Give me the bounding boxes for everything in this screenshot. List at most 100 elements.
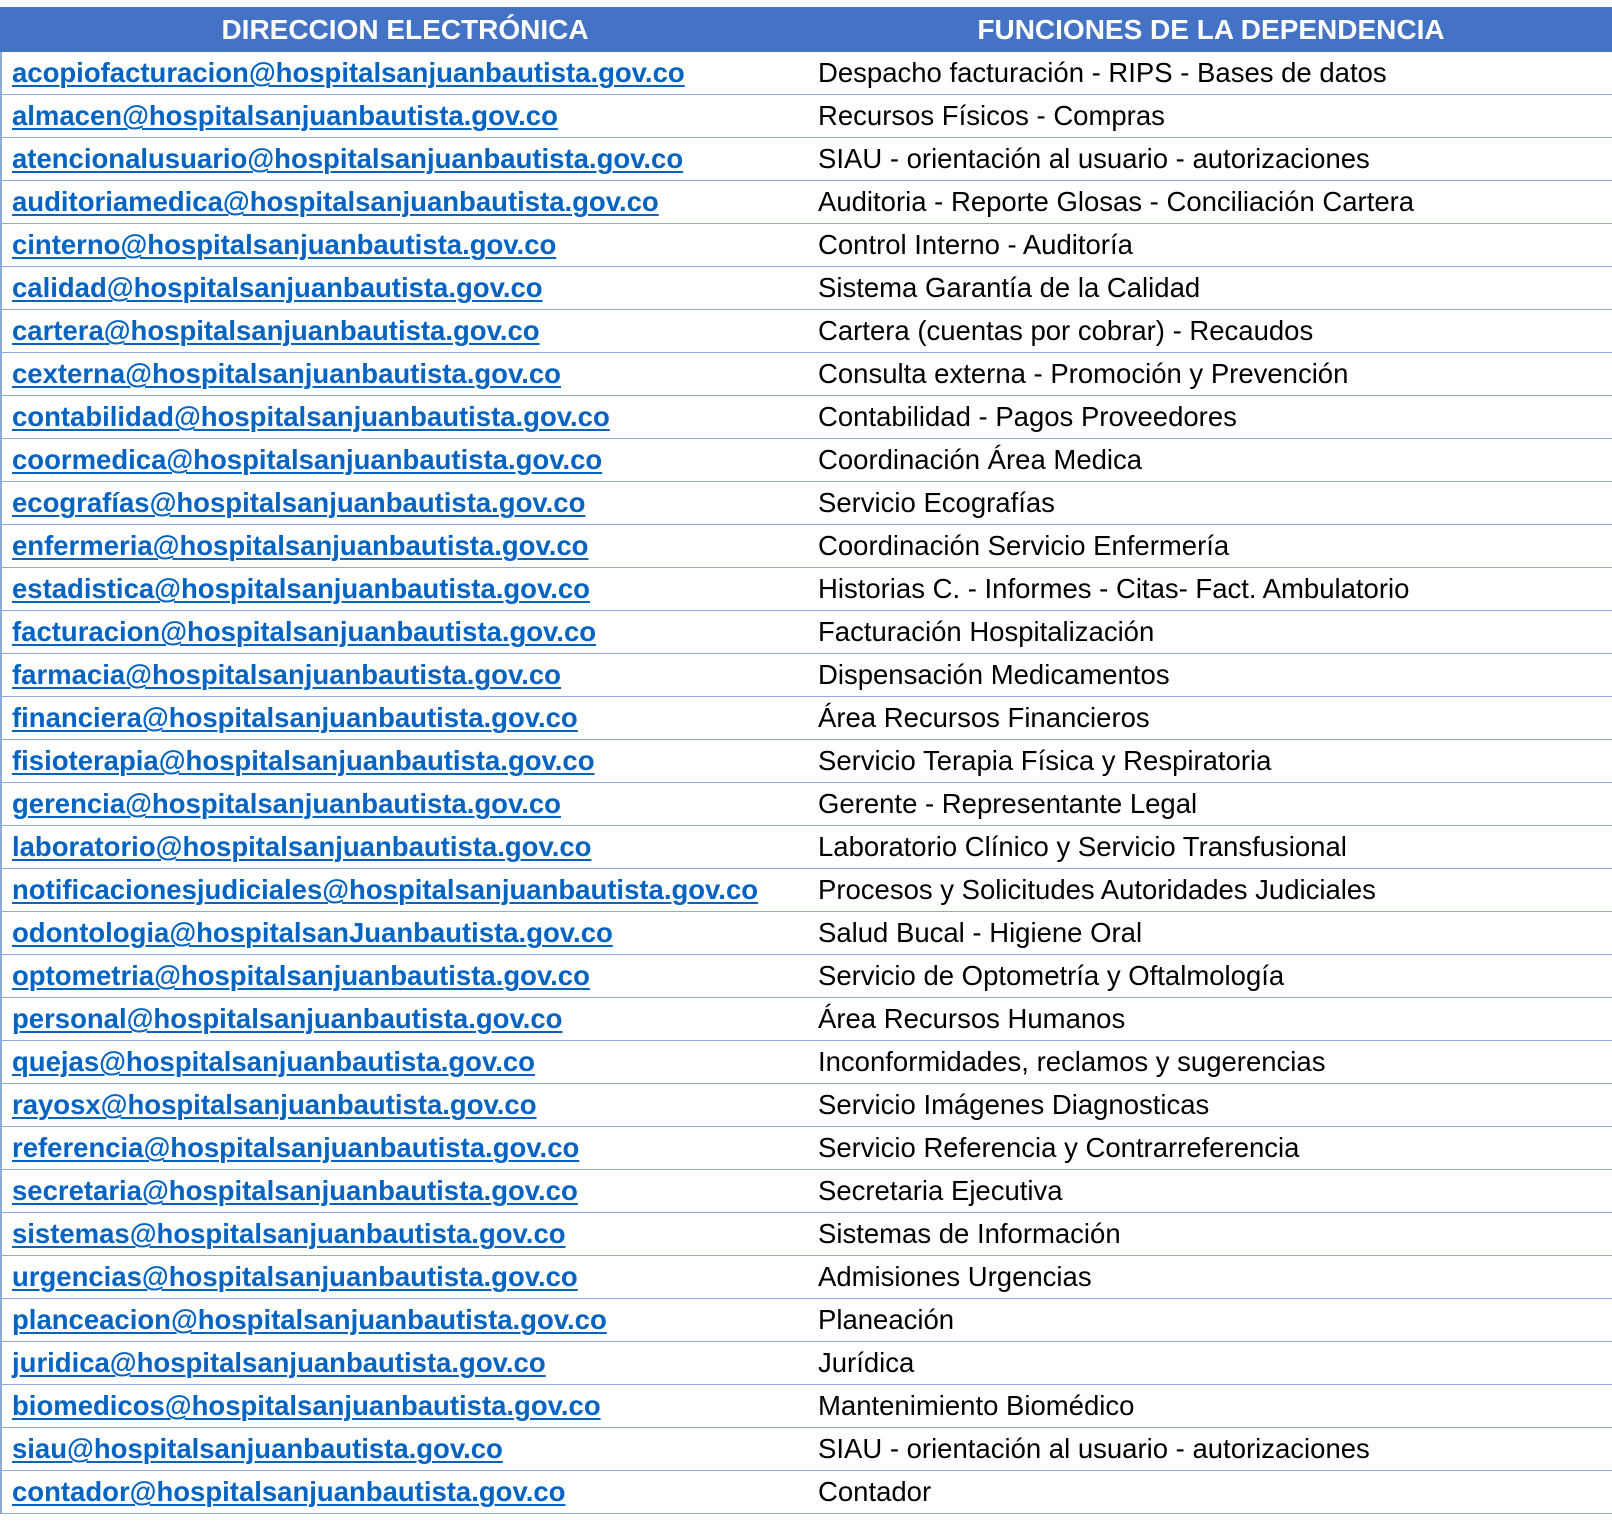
function-cell: Laboratorio Clínico y Servicio Transfusi… [809,825,1612,869]
email-link[interactable]: gerencia@hospitalsanjuanbautista.gov.co [12,788,561,819]
email-cell: notificacionesjudiciales@hospitalsanjuan… [0,868,809,912]
table-row: secretaria@hospitalsanjuanbautista.gov.c… [0,1169,1612,1213]
email-link[interactable]: ecografías@hospitalsanjuanbautista.gov.c… [12,487,586,518]
function-cell: Facturación Hospitalización [809,610,1612,654]
email-link[interactable]: odontologia@hospitalsanJuanbautista.gov.… [12,917,613,948]
function-cell: SIAU - orientación al usuario - autoriza… [809,1427,1612,1471]
email-link[interactable]: contador@hospitalsanjuanbautista.gov.co [12,1476,566,1507]
function-cell: Salud Bucal - Higiene Oral [809,911,1612,955]
email-link[interactable]: almacen@hospitalsanjuanbautista.gov.co [12,100,558,131]
function-cell: Despacho facturación - RIPS - Bases de d… [809,52,1612,95]
table-row: enfermeria@hospitalsanjuanbautista.gov.c… [0,524,1612,568]
function-cell: Consulta externa - Promoción y Prevenció… [809,352,1612,396]
function-cell: Área Recursos Humanos [809,997,1612,1041]
email-link[interactable]: urgencias@hospitalsanjuanbautista.gov.co [12,1261,578,1292]
email-link[interactable]: financiera@hospitalsanjuanbautista.gov.c… [12,702,578,733]
table-row: sistemas@hospitalsanjuanbautista.gov.co S… [0,1212,1612,1256]
email-link[interactable]: contabilidad@hospitalsanjuanbautista.gov… [12,401,610,432]
email-cell: biomedicos@hospitalsanjuanbautista.gov.c… [0,1384,809,1428]
email-cell: laboratorio@hospitalsanjuanbautista.gov.… [0,825,809,869]
function-cell: Contabilidad - Pagos Proveedores [809,395,1612,439]
table-row: calidad@hospitalsanjuanbautista.gov.co Si… [0,266,1612,310]
function-cell: Servicio Terapia Física y Respiratoria [809,739,1612,783]
function-cell: Servicio de Optometría y Oftalmología [809,954,1612,998]
table-row: contador@hospitalsanjuanbautista.gov.co C… [0,1470,1612,1514]
email-cell: cartera@hospitalsanjuanbautista.gov.co [0,309,809,353]
function-cell: Jurídica [809,1341,1612,1385]
email-cell: calidad@hospitalsanjuanbautista.gov.co [0,266,809,310]
email-link[interactable]: cexterna@hospitalsanjuanbautista.gov.co [12,358,561,389]
email-link[interactable]: calidad@hospitalsanjuanbautista.gov.co [12,272,543,303]
email-link[interactable]: coormedica@hospitalsanjuanbautista.gov.c… [12,444,603,475]
column-header-function: FUNCIONES DE LA DEPENDENCIA [808,7,1612,52]
column-header-email: DIRECCION ELECTRÓNICA [0,7,810,52]
table-row: financiera@hospitalsanjuanbautista.gov.c… [0,696,1612,740]
table-row: urgencias@hospitalsanjuanbautista.gov.co… [0,1255,1612,1299]
table-row: cinterno@hospitalsanjuanbautista.gov.co C… [0,223,1612,267]
email-link[interactable]: farmacia@hospitalsanjuanbautista.gov.co [12,659,561,690]
email-link[interactable]: atencionalusuario@hospitalsanjuanbautist… [12,143,684,174]
function-cell: Sistemas de Información [809,1212,1612,1256]
email-link[interactable]: biomedicos@hospitalsanjuanbautista.gov.c… [12,1390,601,1421]
email-cell: facturacion@hospitalsanjuanbautista.gov.… [0,610,809,654]
table-row: rayosx@hospitalsanjuanbautista.gov.co Ser… [0,1083,1612,1127]
table-row: siau@hospitalsanjuanbautista.gov.co SIAU … [0,1427,1612,1471]
table-row: ecografías@hospitalsanjuanbautista.gov.c… [0,481,1612,525]
email-link[interactable]: secretaria@hospitalsanjuanbautista.gov.c… [12,1175,578,1206]
table-row: juridica@hospitalsanjuanbautista.gov.co J… [0,1341,1612,1385]
email-cell: urgencias@hospitalsanjuanbautista.gov.co [0,1255,809,1299]
email-cell: acopiofacturacion@hospitalsanjuanbautist… [0,52,809,95]
table-row: referencia@hospitalsanjuanbautista.gov.c… [0,1126,1612,1170]
email-link[interactable]: referencia@hospitalsanjuanbautista.gov.c… [12,1132,580,1163]
email-link[interactable]: acopiofacturacion@hospitalsanjuanbautist… [12,57,685,88]
email-link[interactable]: laboratorio@hospitalsanjuanbautista.gov.… [12,831,592,862]
table-row: gerencia@hospitalsanjuanbautista.gov.co G… [0,782,1612,826]
table-row: notificacionesjudiciales@hospitalsanjuan… [0,868,1612,912]
email-link[interactable]: estadistica@hospitalsanjuanbautista.gov.… [12,573,590,604]
email-cell: optometria@hospitalsanjuanbautista.gov.c… [0,954,809,998]
email-cell: contabilidad@hospitalsanjuanbautista.gov… [0,395,809,439]
email-link[interactable]: auditoriamedica@hospitalsanjuanbautista.… [12,186,659,217]
email-link[interactable]: optometria@hospitalsanjuanbautista.gov.c… [12,960,590,991]
email-link[interactable]: sistemas@hospitalsanjuanbautista.gov.co [12,1218,566,1249]
email-cell: personal@hospitalsanjuanbautista.gov.co [0,997,809,1041]
table-row: auditoriamedica@hospitalsanjuanbautista.… [0,180,1612,224]
table-row: atencionalusuario@hospitalsanjuanbautist… [0,137,1612,181]
email-cell: referencia@hospitalsanjuanbautista.gov.c… [0,1126,809,1170]
email-link[interactable]: notificacionesjudiciales@hospitalsanjuan… [12,874,759,905]
table-row: optometria@hospitalsanjuanbautista.gov.c… [0,954,1612,998]
function-cell: Servicio Ecografías [809,481,1612,525]
function-cell: Planeación [809,1298,1612,1342]
email-cell: auditoriamedica@hospitalsanjuanbautista.… [0,180,809,224]
email-cell: cinterno@hospitalsanjuanbautista.gov.co [0,223,809,267]
table-row: quejas@hospitalsanjuanbautista.gov.co Inc… [0,1040,1612,1084]
table-row: farmacia@hospitalsanjuanbautista.gov.co D… [0,653,1612,697]
function-cell: Auditoria - Reporte Glosas - Conciliació… [809,180,1612,224]
table-row: estadistica@hospitalsanjuanbautista.gov.… [0,567,1612,611]
email-cell: enfermeria@hospitalsanjuanbautista.gov.c… [0,524,809,568]
email-cell: atencionalusuario@hospitalsanjuanbautist… [0,137,809,181]
email-cell: siau@hospitalsanjuanbautista.gov.co [0,1427,809,1471]
table-row: biomedicos@hospitalsanjuanbautista.gov.c… [0,1384,1612,1428]
email-link[interactable]: juridica@hospitalsanjuanbautista.gov.co [12,1347,546,1378]
email-link[interactable]: cartera@hospitalsanjuanbautista.gov.co [12,315,540,346]
table-row: personal@hospitalsanjuanbautista.gov.co Á… [0,997,1612,1041]
email-cell: quejas@hospitalsanjuanbautista.gov.co [0,1040,809,1084]
email-link[interactable]: facturacion@hospitalsanjuanbautista.gov.… [12,616,597,647]
function-cell: Historias C. - Informes - Citas- Fact. A… [809,567,1612,611]
email-link[interactable]: quejas@hospitalsanjuanbautista.gov.co [12,1046,535,1077]
email-cell: contador@hospitalsanjuanbautista.gov.co [0,1470,809,1514]
email-link[interactable]: fisioterapia@hospitalsanjuanbautista.gov… [12,745,595,776]
email-link[interactable]: personal@hospitalsanjuanbautista.gov.co [12,1003,563,1034]
email-cell: gerencia@hospitalsanjuanbautista.gov.co [0,782,809,826]
email-link[interactable]: planceacion@hospitalsanjuanbautista.gov.… [12,1304,607,1335]
email-cell: juridica@hospitalsanjuanbautista.gov.co [0,1341,809,1385]
table-row: coormedica@hospitalsanjuanbautista.gov.c… [0,438,1612,482]
email-cell: coormedica@hospitalsanjuanbautista.gov.c… [0,438,809,482]
email-link[interactable]: enfermeria@hospitalsanjuanbautista.gov.c… [12,530,589,561]
email-link[interactable]: siau@hospitalsanjuanbautista.gov.co [12,1433,503,1464]
email-link[interactable]: rayosx@hospitalsanjuanbautista.gov.co [12,1089,537,1120]
email-link[interactable]: cinterno@hospitalsanjuanbautista.gov.co [12,229,557,260]
email-cell: secretaria@hospitalsanjuanbautista.gov.c… [0,1169,809,1213]
